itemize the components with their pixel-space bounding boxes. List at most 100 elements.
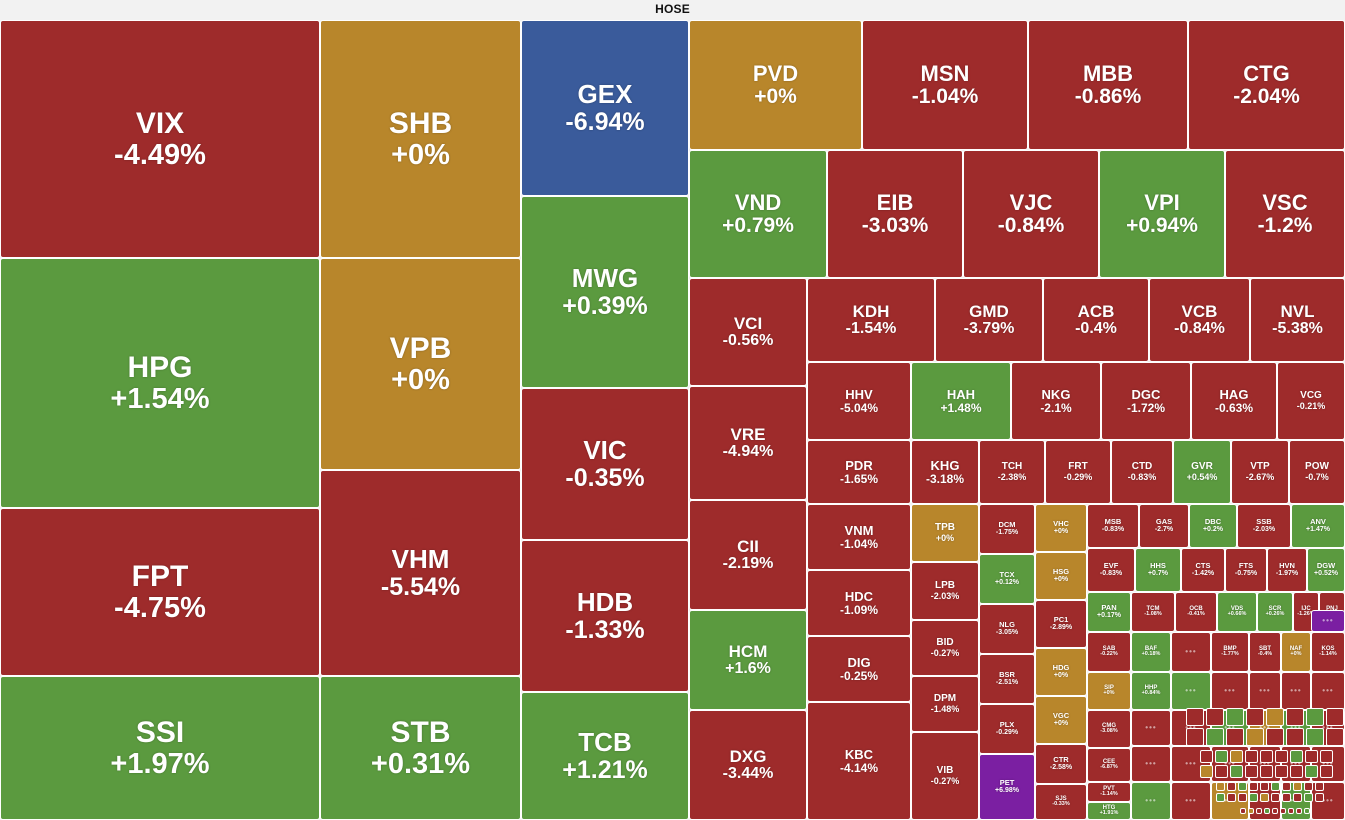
treemap-tile-nvl[interactable]: NVL -5.38% <box>1250 278 1345 362</box>
treemap-tile-micro[interactable] <box>1238 782 1247 791</box>
treemap-tile-micro[interactable] <box>1186 728 1204 746</box>
treemap-tile-htg[interactable]: HTG +1.91% <box>1087 802 1131 820</box>
treemap-tile-micro[interactable] <box>1266 708 1284 726</box>
treemap-tile-micro[interactable] <box>1230 750 1243 763</box>
treemap-tile-ctr[interactable]: CTR -2.58% <box>1035 744 1087 784</box>
treemap-tile-pvt[interactable]: PVT -1.14% <box>1087 782 1131 802</box>
treemap-tile-pc1[interactable]: PC1 -2.89% <box>1035 600 1087 648</box>
treemap-tile-dig[interactable]: DIG -0.25% <box>807 636 911 702</box>
treemap-tile-khg[interactable]: KHG -3.18% <box>911 440 979 504</box>
treemap-tile-micro[interactable] <box>1272 808 1278 814</box>
treemap-tile-micro[interactable] <box>1230 765 1243 778</box>
treemap-tile-unlabeled[interactable] <box>1211 672 1249 710</box>
treemap-tile-unlabeled[interactable] <box>1171 632 1211 672</box>
treemap-tile-micro[interactable] <box>1200 765 1213 778</box>
treemap-tile-micro[interactable] <box>1266 728 1284 746</box>
treemap-tile-fpt[interactable]: FPT -4.75% <box>0 508 320 676</box>
treemap-tile-hdg[interactable]: HDG +0% <box>1035 648 1087 696</box>
treemap-tile-micro[interactable] <box>1296 808 1302 814</box>
treemap-tile-micro[interactable] <box>1227 793 1236 802</box>
treemap-tile-micro[interactable] <box>1245 765 1258 778</box>
treemap-tile-vcb[interactable]: VCB -0.84% <box>1149 278 1250 362</box>
treemap-tile-naf[interactable]: NAF +0% <box>1281 632 1311 672</box>
treemap-tile-vre[interactable]: VRE -4.94% <box>689 386 807 500</box>
treemap-tile-micro[interactable] <box>1264 808 1270 814</box>
treemap-tile-gmd[interactable]: GMD -3.79% <box>935 278 1043 362</box>
treemap-tile-baf[interactable]: BAF +0.18% <box>1131 632 1171 672</box>
treemap-tile-micro[interactable] <box>1282 782 1291 791</box>
treemap-tile-micro[interactable] <box>1304 808 1310 814</box>
treemap-tile-pow[interactable]: POW -0.7% <box>1289 440 1345 504</box>
treemap-tile-micro[interactable] <box>1246 708 1264 726</box>
treemap-tile-dgc[interactable]: DGC -1.72% <box>1101 362 1191 440</box>
treemap-tile-vnd[interactable]: VND +0.79% <box>689 150 827 278</box>
treemap-tile-micro[interactable] <box>1226 728 1244 746</box>
treemap-tile-dxg[interactable]: DXG -3.44% <box>689 710 807 820</box>
treemap-tile-pet[interactable]: PET +6.98% <box>979 754 1035 820</box>
treemap-tile-ctd[interactable]: CTD -0.83% <box>1111 440 1173 504</box>
treemap-tile-stb[interactable]: STB +0.31% <box>320 676 521 820</box>
treemap-tile-hah[interactable]: HAH +1.48% <box>911 362 1011 440</box>
treemap-tile-micro[interactable] <box>1306 728 1324 746</box>
treemap-tile-scr[interactable]: SCR +0.26% <box>1257 592 1293 632</box>
treemap-tile-frt[interactable]: FRT -0.29% <box>1045 440 1111 504</box>
treemap-tile-unlabeled[interactable] <box>1131 746 1171 782</box>
treemap-tile-micro[interactable] <box>1249 782 1258 791</box>
treemap-tile-ssi[interactable]: SSI +1.97% <box>0 676 320 820</box>
treemap-tile-sbt[interactable]: SBT -0.4% <box>1249 632 1281 672</box>
treemap-tile-micro[interactable] <box>1306 708 1324 726</box>
treemap-tile-micro[interactable] <box>1271 793 1280 802</box>
treemap-tile-micro[interactable] <box>1245 750 1258 763</box>
treemap-tile-micro[interactable] <box>1215 765 1228 778</box>
treemap-tile-micro[interactable] <box>1260 782 1269 791</box>
treemap-tile-micro[interactable] <box>1186 708 1204 726</box>
treemap-tile-tpb[interactable]: TPB +0% <box>911 504 979 562</box>
treemap-tile-micro[interactable] <box>1240 808 1246 814</box>
treemap-tile-hhs[interactable]: HHS +0.7% <box>1135 548 1181 592</box>
treemap-tile-dbc[interactable]: DBC +0.2% <box>1189 504 1237 548</box>
treemap-tile-kdh[interactable]: KDH -1.54% <box>807 278 935 362</box>
treemap-tile-micro[interactable] <box>1206 708 1224 726</box>
treemap-tile-pan[interactable]: PAN +0.17% <box>1087 592 1131 632</box>
treemap-tile-micro[interactable] <box>1275 750 1288 763</box>
treemap-tile-sip[interactable]: SIP +0% <box>1087 672 1131 710</box>
treemap-tile-msb[interactable]: MSB -0.83% <box>1087 504 1139 548</box>
treemap-tile-lpb[interactable]: LPB -2.03% <box>911 562 979 620</box>
treemap-tile-micro[interactable] <box>1305 765 1318 778</box>
treemap-tile-tcx[interactable]: TCX +0.12% <box>979 554 1035 604</box>
treemap-tile-evf[interactable]: EVF -0.83% <box>1087 548 1135 592</box>
treemap-tile-cii[interactable]: CII -2.19% <box>689 500 807 610</box>
treemap-tile-cts[interactable]: CTS -1.42% <box>1181 548 1225 592</box>
treemap-tile-micro[interactable] <box>1320 765 1333 778</box>
treemap-tile-micro[interactable] <box>1260 765 1273 778</box>
treemap-tile-bmp[interactable]: BMP -1.77% <box>1211 632 1249 672</box>
treemap-tile-dpm[interactable]: DPM -1.48% <box>911 676 979 732</box>
treemap-tile-acb[interactable]: ACB -0.4% <box>1043 278 1149 362</box>
treemap-tile-micro[interactable] <box>1304 793 1313 802</box>
treemap-tile-micro[interactable] <box>1282 793 1291 802</box>
treemap-tile-micro[interactable] <box>1246 728 1264 746</box>
treemap-tile-micro[interactable] <box>1288 808 1294 814</box>
treemap-tile-micro[interactable] <box>1215 750 1228 763</box>
treemap-tile-cmg[interactable]: CMG -3.08% <box>1087 710 1131 748</box>
treemap-tile-micro[interactable] <box>1326 708 1344 726</box>
treemap-tile-micro[interactable] <box>1200 750 1213 763</box>
treemap-tile-vib[interactable]: VIB -0.27% <box>911 732 979 820</box>
treemap-tile-ocb[interactable]: OCB -0.41% <box>1175 592 1217 632</box>
treemap-tile-vhc[interactable]: VHC +0% <box>1035 504 1087 552</box>
treemap-tile-hhv[interactable]: HHV -5.04% <box>807 362 911 440</box>
treemap-tile-hcm[interactable]: HCM +1.6% <box>689 610 807 710</box>
treemap-tile-tcm[interactable]: TCM -1.08% <box>1131 592 1175 632</box>
treemap-tile-vix[interactable]: VIX -4.49% <box>0 20 320 258</box>
treemap-tile-micro[interactable] <box>1238 793 1247 802</box>
treemap-tile-micro[interactable] <box>1227 782 1236 791</box>
treemap-tile-bsr[interactable]: BSR -2.51% <box>979 654 1035 704</box>
treemap-tile-pvd[interactable]: PVD +0% <box>689 20 862 150</box>
treemap-tile-unlabeled[interactable] <box>1281 672 1311 710</box>
treemap-tile-vhm[interactable]: VHM -5.54% <box>320 470 521 676</box>
treemap-tile-micro[interactable] <box>1293 782 1302 791</box>
treemap-tile-micro[interactable] <box>1315 793 1324 802</box>
treemap-tile-gvr[interactable]: GVR +0.54% <box>1173 440 1231 504</box>
treemap-tile-ssb[interactable]: SSB -2.03% <box>1237 504 1291 548</box>
treemap-tile-micro[interactable] <box>1290 765 1303 778</box>
